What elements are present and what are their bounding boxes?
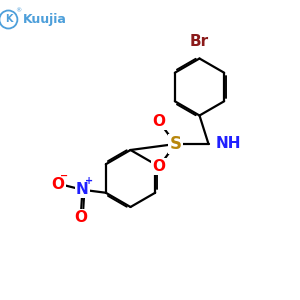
Text: O: O — [51, 177, 64, 192]
Text: Kuujia: Kuujia — [23, 13, 67, 26]
Text: O: O — [152, 114, 166, 129]
Text: Br: Br — [190, 34, 209, 50]
Text: K: K — [5, 14, 12, 25]
Text: N: N — [76, 182, 89, 197]
Text: +: + — [85, 176, 93, 186]
Text: O: O — [74, 211, 87, 226]
Text: ®: ® — [15, 9, 21, 14]
Text: S: S — [169, 135, 181, 153]
Text: −: − — [60, 171, 68, 181]
Text: NH: NH — [216, 136, 242, 152]
Text: O: O — [152, 159, 166, 174]
